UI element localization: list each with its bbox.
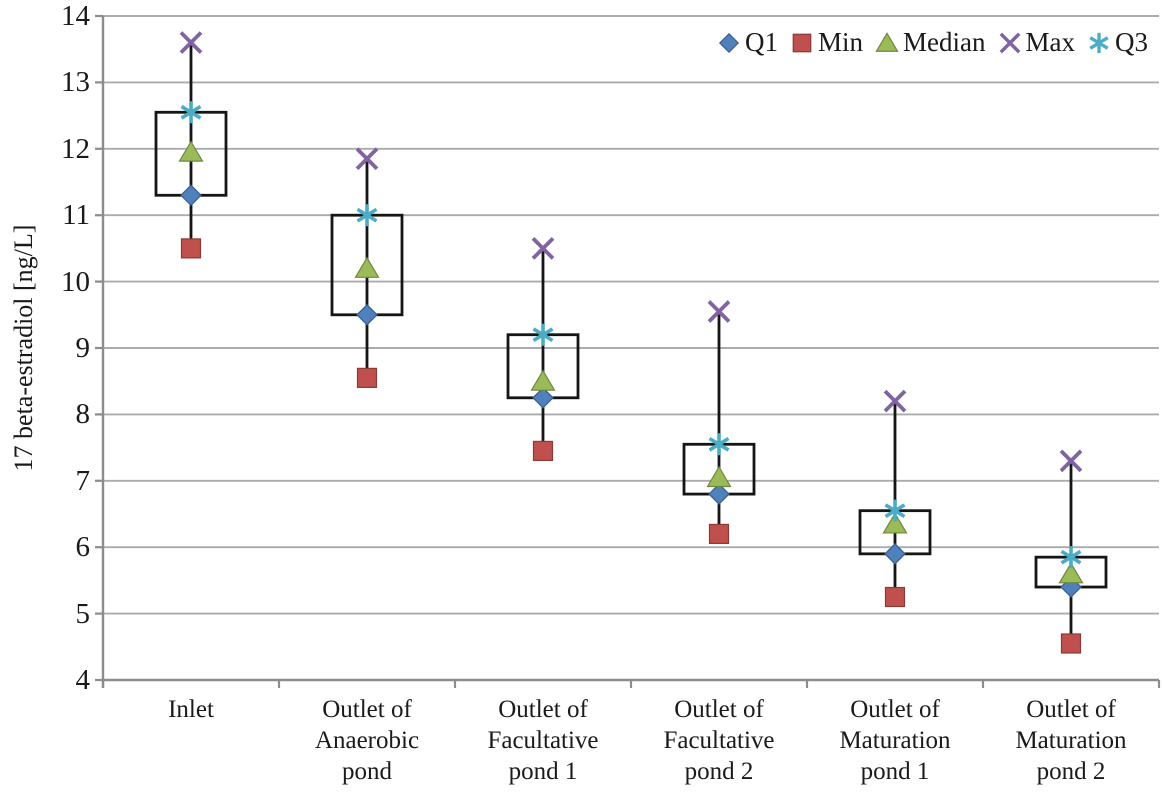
min-marker-icon [792, 33, 812, 52]
gridlines [103, 15, 1159, 681]
x-category-label-1: Outlet of Anaerobic pond [314, 696, 420, 785]
axes [95, 14, 1161, 688]
series-min [180, 238, 1082, 654]
max-marker-icon [999, 32, 1020, 53]
median-marker-glyph [875, 31, 899, 52]
marker-q3-2 [532, 323, 554, 346]
legend-label: Max [1025, 27, 1076, 57]
legend-item-q3: Q3 [1086, 27, 1148, 58]
legend-item-min: Min [789, 27, 863, 58]
legend: Q1 Min Median Max Q3 [716, 27, 1148, 58]
series-max [179, 31, 1083, 473]
y-tick-label-4: 4 [75, 664, 91, 696]
legend-label: Median [903, 27, 986, 57]
marker-min-1 [356, 367, 378, 388]
y-tick-label-8: 8 [75, 398, 91, 431]
marker-max-5 [1059, 449, 1083, 473]
y-tick-label-11: 11 [62, 199, 90, 232]
legend-item-max: Max [997, 27, 1076, 58]
q3-marker-icon [1089, 32, 1109, 53]
marker-min-2 [532, 440, 554, 462]
marker-min-5 [1060, 633, 1082, 654]
marker-median-5 [1058, 562, 1084, 584]
marker-q3-5 [1060, 546, 1082, 569]
marker-median-3 [706, 465, 732, 488]
y-tick-label-9: 9 [75, 332, 91, 364]
legend-item-q1: Q1 [716, 27, 778, 58]
y-tick-label-14: 14 [61, 0, 90, 32]
min-marker-glyph [792, 33, 812, 52]
y-tick-label-12: 12 [61, 132, 90, 165]
y-tick-label-7: 7 [75, 464, 91, 497]
max-marker-glyph [999, 32, 1020, 53]
series-q3 [180, 101, 1082, 569]
series-q1 [180, 184, 1082, 598]
marker-q1-2 [532, 386, 554, 409]
whiskers [189, 42, 1073, 644]
x-category-label-2: Outlet of Facultative pond 1 [487, 696, 599, 785]
marker-q3-4 [884, 499, 906, 522]
boxes [154, 110, 1108, 589]
marker-max-1 [355, 147, 379, 171]
marker-max-3 [707, 300, 731, 323]
marker-max-4 [883, 389, 907, 413]
x-category-label-0: Inlet [168, 696, 214, 723]
q3-marker-glyph [1089, 32, 1109, 53]
x-category-label-3: Outlet of Facultative pond 2 [663, 696, 775, 785]
legend-label: Q3 [1115, 27, 1148, 57]
marker-median-0 [178, 140, 204, 162]
marker-q1-4 [884, 542, 906, 565]
y-tick-label-5: 5 [75, 597, 91, 630]
y-tick-label-10: 10 [61, 265, 90, 298]
q1-marker-glyph [718, 32, 740, 53]
series-median [178, 140, 1084, 584]
marker-median-4 [882, 512, 908, 534]
legend-item-median: Median [874, 27, 986, 58]
marker-max-0 [179, 31, 203, 54]
y-tick-label-6: 6 [75, 531, 91, 564]
legend-label: Q1 [745, 27, 778, 57]
marker-q3-1 [356, 204, 378, 227]
marker-min-4 [884, 586, 906, 608]
marker-q3-0 [180, 101, 202, 124]
q1-marker-icon [718, 32, 740, 53]
x-category-label-4: Outlet of Maturation pond 1 [839, 696, 951, 785]
x-category-label-5: Outlet of Maturation pond 2 [1015, 696, 1127, 785]
y-tick-label-13: 13 [61, 66, 90, 99]
marker-q3-3 [708, 433, 730, 456]
marker-max-2 [531, 237, 555, 260]
median-marker-icon [875, 31, 899, 52]
marker-median-1 [354, 256, 380, 278]
legend-label: Min [818, 27, 864, 57]
marker-q1-3 [708, 483, 730, 505]
marker-min-0 [180, 238, 202, 259]
marker-q1-1 [356, 303, 378, 326]
marker-q1-0 [180, 184, 202, 207]
marker-min-3 [708, 523, 730, 545]
marker-median-2 [530, 369, 556, 391]
